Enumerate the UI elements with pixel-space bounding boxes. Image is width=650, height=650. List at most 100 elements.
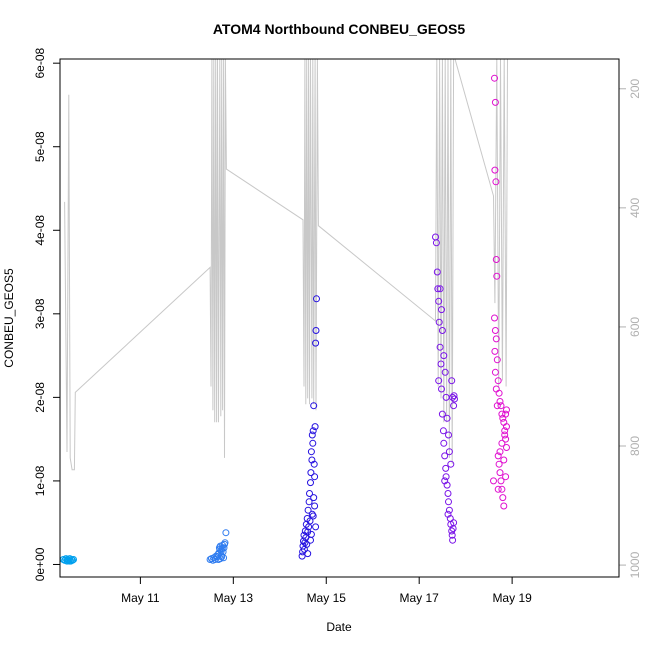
data-point <box>449 393 457 401</box>
data-point <box>491 314 498 322</box>
data-point <box>492 178 500 186</box>
data-point <box>309 512 317 520</box>
data-point <box>304 506 312 514</box>
data-point <box>499 494 507 502</box>
data-point <box>306 517 314 525</box>
data-point <box>440 439 448 447</box>
data-point <box>442 464 450 472</box>
data-point <box>307 448 315 456</box>
data-point <box>438 385 445 393</box>
data-point <box>445 506 453 514</box>
y-axis-label: CONBEU_GEOS5 <box>2 268 16 368</box>
data-point <box>436 285 444 293</box>
chart-title: ATOM4 Northbound CONBEU_GEOS5 <box>213 21 465 37</box>
data-point <box>441 452 449 460</box>
data-point <box>494 485 502 493</box>
data-point <box>494 377 502 385</box>
data-point <box>491 347 499 355</box>
data-point <box>437 360 445 368</box>
data-point <box>498 485 506 493</box>
y2-tick-label: 200 <box>628 78 642 98</box>
data-point <box>493 402 501 410</box>
y-tick-label: 0e+00 <box>33 547 47 581</box>
data-point <box>443 414 451 422</box>
data-point <box>221 539 229 547</box>
data-point <box>434 285 442 293</box>
data-point <box>307 479 314 487</box>
data-point <box>307 530 315 538</box>
data-point <box>445 448 453 456</box>
data-point <box>310 402 318 410</box>
y-tick-label: 4e-08 <box>33 215 47 246</box>
data-point <box>494 452 502 460</box>
data-point <box>450 392 458 400</box>
data-point <box>495 389 503 397</box>
data-point <box>447 460 455 468</box>
data-point <box>206 556 214 563</box>
data-point <box>502 435 510 443</box>
y-tick-label: 1e-08 <box>33 465 47 496</box>
data-point <box>503 444 510 451</box>
data-point <box>440 352 448 360</box>
data-point <box>497 477 505 485</box>
pressure-line <box>64 59 508 471</box>
y2-tick-label: 1000 <box>628 551 642 578</box>
data-point <box>215 544 223 552</box>
data-point <box>491 327 499 334</box>
data-point <box>303 540 311 548</box>
data-point <box>65 557 73 565</box>
data-point <box>500 502 508 510</box>
data-point <box>442 473 450 481</box>
data-point <box>493 356 501 364</box>
data-point <box>450 519 458 527</box>
x-axis-label: Date <box>326 620 352 634</box>
data-point <box>491 98 499 106</box>
data-point <box>451 395 458 403</box>
data-point <box>299 542 307 550</box>
x-tick-label: May 13 <box>214 591 254 605</box>
data-point <box>491 74 498 82</box>
data-point <box>311 473 319 481</box>
data-point <box>311 423 319 431</box>
data-point <box>304 550 312 558</box>
data-point <box>220 544 228 552</box>
data-points-layer <box>60 74 510 565</box>
data-point <box>448 531 456 539</box>
data-point <box>441 477 449 485</box>
data-point <box>311 502 319 510</box>
data-point <box>438 410 446 418</box>
y2-tick-label: 400 <box>628 198 642 218</box>
data-point <box>433 268 441 276</box>
data-point <box>445 431 452 439</box>
data-point <box>308 456 316 464</box>
data-point <box>435 377 443 385</box>
data-point <box>439 427 447 435</box>
data-point <box>222 529 230 537</box>
data-point <box>444 510 452 518</box>
data-point <box>435 318 443 326</box>
data-point <box>500 456 508 464</box>
data-point <box>495 460 503 468</box>
y-tick-label: 5e-08 <box>33 131 47 162</box>
data-point <box>307 469 315 477</box>
y2-tick-label: 800 <box>628 436 642 456</box>
data-point <box>492 256 500 263</box>
x-tick-label: May 15 <box>307 591 347 605</box>
data-point <box>450 402 458 410</box>
data-point <box>217 551 225 559</box>
data-point <box>444 490 452 497</box>
data-point <box>503 406 510 414</box>
data-point <box>491 368 499 376</box>
y2-tick-label: 600 <box>628 317 642 337</box>
data-point <box>448 377 456 385</box>
data-point <box>63 556 71 563</box>
data-point <box>498 410 506 418</box>
data-point <box>496 469 504 477</box>
pressure-line-layer <box>64 59 508 471</box>
data-point <box>301 539 309 547</box>
data-point <box>313 295 320 303</box>
data-point <box>493 272 501 280</box>
data-point <box>312 523 320 531</box>
y-tick-label: 6e-08 <box>33 48 47 79</box>
data-point <box>69 556 76 564</box>
